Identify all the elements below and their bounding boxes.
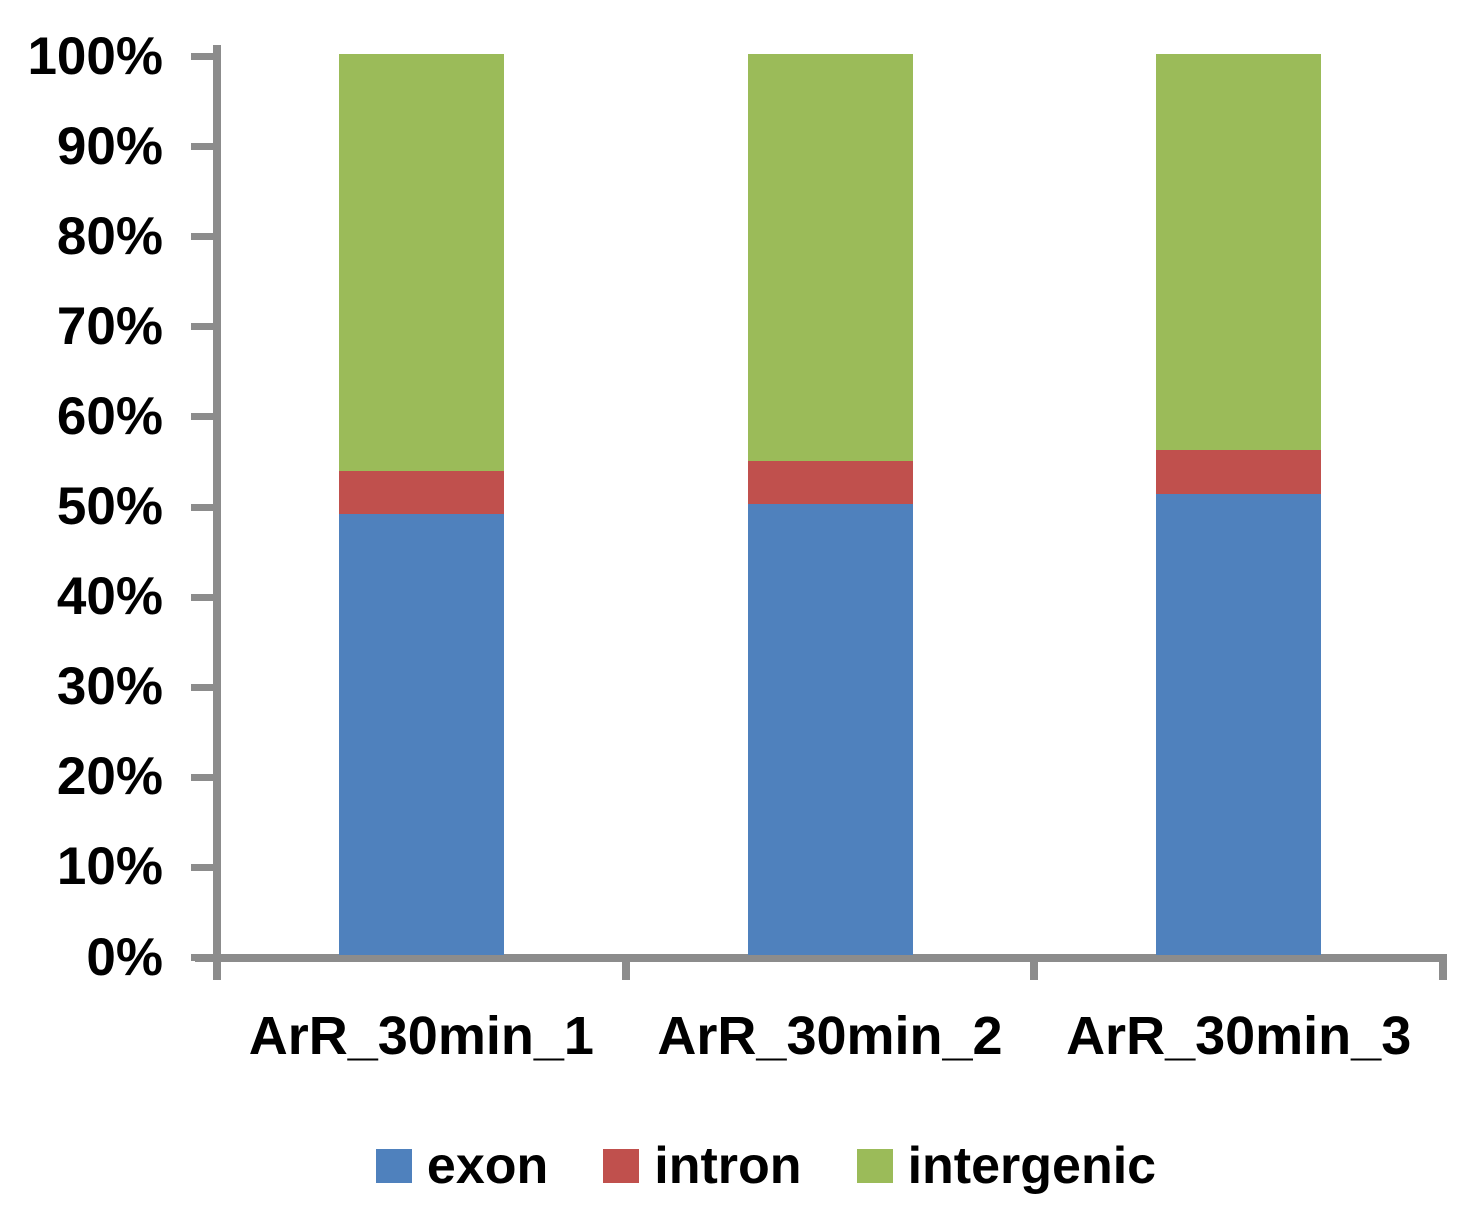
y-tick-mark	[191, 233, 213, 241]
y-tick-mark	[191, 773, 213, 781]
y-tick-label: 70%	[56, 296, 163, 356]
y-tick-label: 0%	[86, 927, 163, 987]
x-axis-line	[195, 954, 1447, 962]
y-tick-label: 60%	[56, 386, 163, 446]
legend-label: intergenic	[907, 1137, 1157, 1195]
y-tick-label: 10%	[56, 837, 163, 897]
bar-segment-intergenic	[338, 54, 504, 472]
x-tick-mark	[621, 954, 630, 980]
legend-label: intron	[654, 1137, 802, 1195]
y-tick-label: 50%	[56, 477, 163, 536]
bar-segment-intron	[338, 471, 504, 515]
bar-segment-exon	[747, 503, 913, 955]
x-axis-label: ArR_30min_2	[657, 1006, 1003, 1066]
y-tick-mark	[191, 503, 213, 511]
bar-segment-intron	[747, 461, 913, 504]
bar-segment-intergenic	[1156, 54, 1322, 450]
y-tick-mark	[191, 954, 213, 961]
y-tick-label: 20%	[56, 747, 163, 807]
y-tick-mark	[191, 683, 213, 691]
y-tick-label: 100%	[27, 26, 163, 86]
legend-swatch-exon	[375, 1149, 412, 1183]
y-tick-mark	[191, 863, 213, 871]
y-tick-mark	[191, 593, 213, 601]
y-axis-line	[213, 45, 221, 978]
legend-swatch-intergenic	[856, 1149, 893, 1183]
y-tick-label: 40%	[56, 567, 163, 627]
bar-segment-exon	[338, 514, 504, 955]
x-tick-mark	[213, 954, 221, 980]
legend-item-intergenic: intergenic	[856, 1136, 1157, 1196]
y-tick-label: 80%	[56, 206, 163, 266]
y-tick-mark	[191, 413, 213, 421]
y-tick-mark	[191, 53, 213, 60]
y-tick-label: 30%	[56, 657, 163, 717]
legend-label: exon	[426, 1137, 549, 1195]
bar-segment-intergenic	[747, 54, 913, 462]
y-tick-mark	[191, 143, 213, 151]
legend-item-intron: intron	[603, 1136, 802, 1196]
legend-item-exon: exon	[375, 1136, 549, 1196]
x-axis-label: ArR_30min_1	[248, 1006, 594, 1066]
x-tick-mark	[1439, 954, 1447, 980]
x-tick-mark	[1030, 954, 1039, 980]
x-axis-label: ArR_30min_3	[1066, 1006, 1412, 1066]
y-tick-mark	[191, 323, 213, 331]
legend: exon intron intergenic	[31, 1134, 1470, 1198]
bar-segment-exon	[1156, 493, 1322, 955]
bar-segment-intron	[1156, 449, 1322, 494]
legend-swatch-intron	[603, 1149, 640, 1183]
y-tick-label: 90%	[56, 116, 163, 176]
